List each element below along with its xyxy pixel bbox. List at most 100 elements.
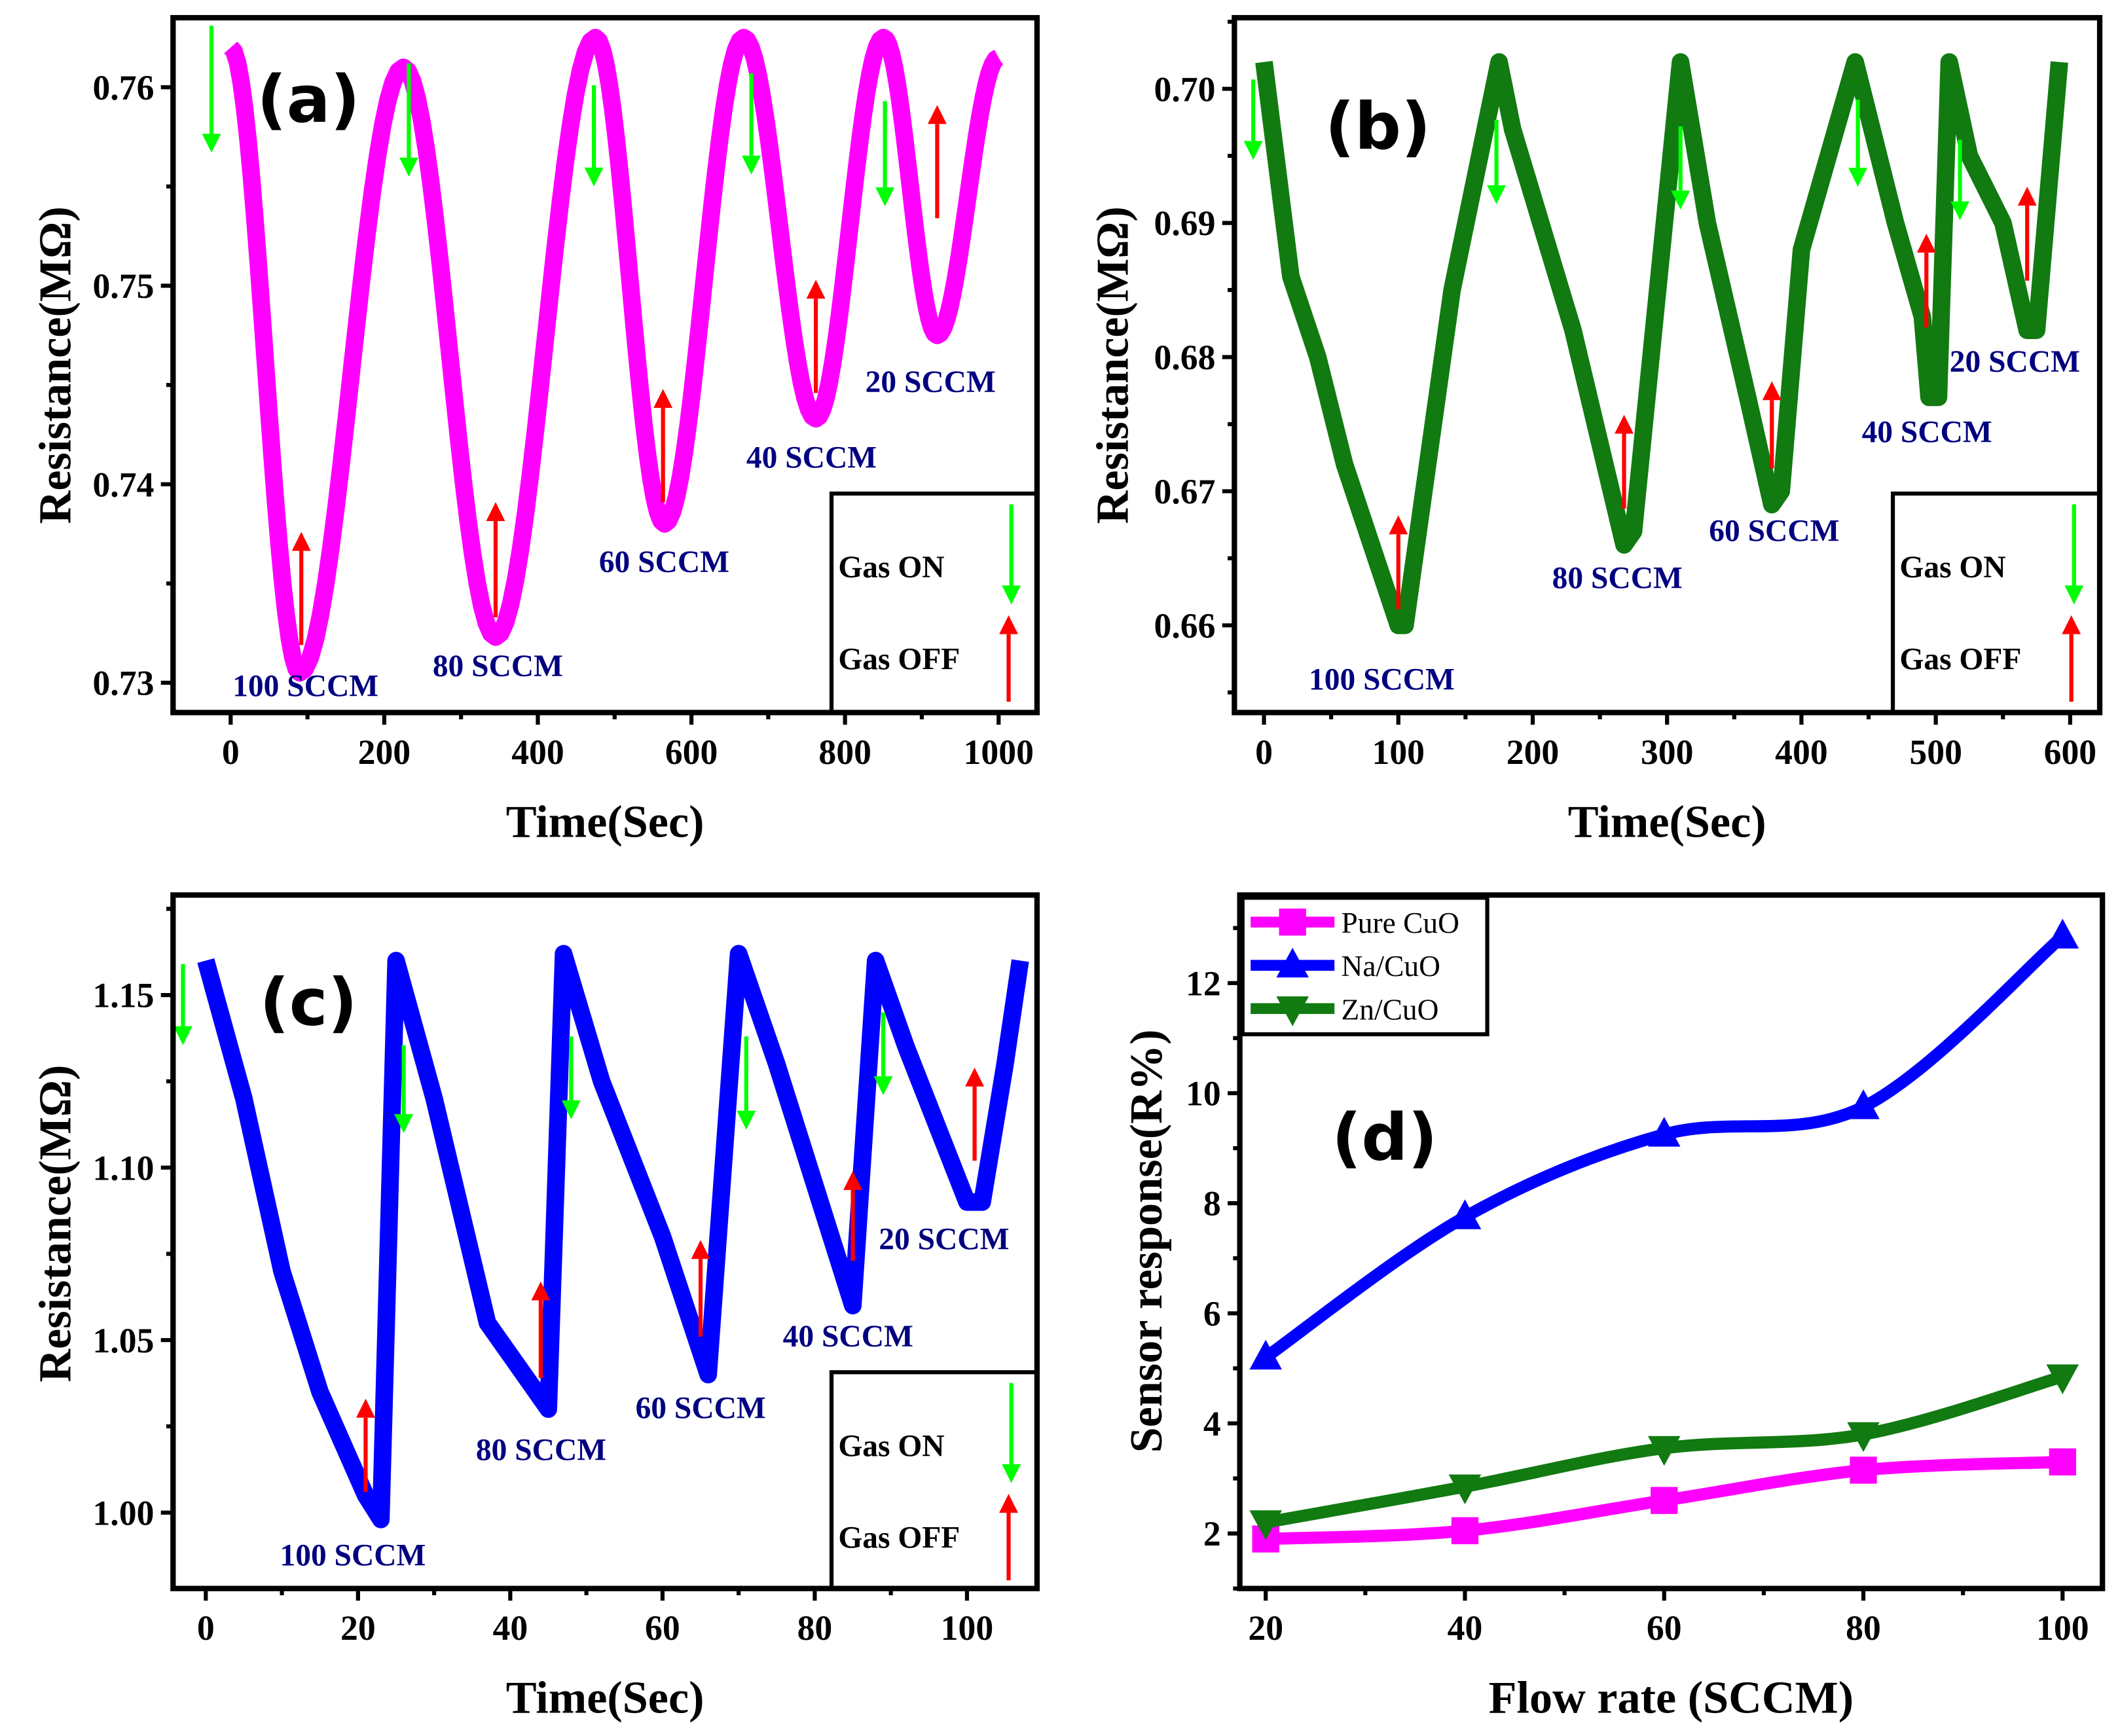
panel-a: 0 200 400 600 800 1000 0.73 0.74 0.75 0.76 Time(Se…	[29, 14, 1040, 848]
gas-on-arrow-head	[1848, 168, 1868, 187]
x-tick-label: 600	[665, 732, 718, 772]
gas-off-arrow-head	[1389, 515, 1408, 535]
x-tick-label: 80	[797, 1608, 833, 1648]
legend-label-pure-cuo: Pure CuO	[1342, 907, 1459, 939]
x-tick-label: 1000	[964, 732, 1034, 772]
x-axis-title: Flow rate (SCCM)	[1489, 1673, 1854, 1724]
panel-label: (d)	[1332, 1100, 1438, 1176]
x-tick-label: 400	[511, 732, 564, 772]
series-line-zn-cuo	[1255, 53, 2068, 634]
legend-gas-off-arrow-head	[999, 1494, 1018, 1513]
gas-on-arrow-head	[1950, 201, 1970, 221]
x-tick-label: 300	[1641, 732, 1694, 772]
y-axis-title: Resistance(MΩ)	[29, 206, 81, 524]
x-tick-label: 60	[645, 1608, 680, 1648]
legend-marker-na-cuo	[1276, 947, 1309, 978]
gas-on-arrow-head	[584, 167, 604, 187]
x-tick-label: 200	[358, 732, 411, 772]
flow-rate-annotation: 40 SCCM	[746, 441, 877, 475]
series-line-pure-cuo	[224, 28, 1004, 682]
panel-c: 0 20 40 60 80 100 1.00 1.05 1.10 1.15 Time(Sec) Res…	[29, 892, 1040, 1724]
y-tick-label: 1.15	[92, 976, 154, 1015]
data-point-na-cuo	[1847, 1089, 1880, 1119]
x-tick-label: 0	[1255, 732, 1273, 772]
plot-frame	[1237, 892, 2106, 1591]
y-tick-label: 1.00	[92, 1493, 154, 1532]
plot-frame	[170, 14, 1040, 715]
y-axis-title: Sensor response(R%)	[1121, 1030, 1172, 1453]
legend-marker-pure-cuo	[1279, 908, 1306, 936]
flow-rate-annotation: 60 SCCM	[599, 545, 729, 579]
legend-gas-on: Gas ON	[838, 1429, 944, 1463]
x-tick-label: 80	[1846, 1608, 1881, 1648]
y-tick-label: 0.75	[92, 266, 154, 306]
data-point-pure-cuo	[2049, 1448, 2076, 1475]
flow-rate-annotation: 100 SCCM	[280, 1539, 426, 1573]
y-axis-title: Resistance(MΩ)	[29, 1065, 81, 1383]
legend-gas-off: Gas OFF	[1899, 642, 2021, 676]
gas-off-arrow-head	[1916, 233, 1936, 253]
gas-off-arrow-head	[486, 502, 505, 521]
legend-gas-off-arrow-head	[2062, 615, 2081, 634]
flow-rate-annotation: 60 SCCM	[1709, 514, 1839, 548]
legend-gas-off: Gas OFF	[838, 1521, 960, 1555]
plot-frame	[170, 892, 1040, 1591]
gas-off-arrow-head	[653, 389, 673, 408]
flow-rate-annotation: 100 SCCM	[1309, 662, 1455, 696]
y-tick-label: 4	[1203, 1404, 1221, 1443]
gas-on-arrow-head	[875, 187, 895, 207]
gas-off-arrow-head	[1615, 414, 1634, 434]
data-point-zn-cuo	[2046, 1364, 2079, 1394]
gas-on-arrow-head	[737, 1110, 756, 1130]
flow-rate-annotation: 80 SCCM	[433, 649, 563, 683]
x-tick-label: 20	[340, 1608, 376, 1648]
y-tick-label: 0.68	[1154, 338, 1216, 377]
legend-marker-zn-cuo	[1276, 996, 1309, 1026]
series-line-na-cuo	[197, 945, 1029, 1528]
gas-off-arrow-head	[531, 1281, 551, 1301]
legend-gas-off: Gas OFF	[838, 642, 960, 676]
legend-gas-on-arrow-head	[1002, 585, 1021, 605]
data-point-zn-cuo	[1249, 1510, 1282, 1540]
panel-d: 20 40 60 80 100 2 4 6 8 10 12 Flow rate (SCCM) Senso…	[1121, 892, 2106, 1724]
y-tick-label: 6	[1203, 1294, 1221, 1333]
gas-off-arrow-head	[2017, 187, 2037, 206]
flow-rate-annotation: 40 SCCM	[783, 1320, 913, 1354]
legend-box	[1890, 491, 2102, 715]
data-point-pure-cuo	[1451, 1517, 1479, 1545]
x-axis-title: Time(Sec)	[506, 1673, 704, 1724]
gas-on-arrow-head	[173, 1026, 192, 1045]
gas-on-arrow-head	[202, 134, 221, 153]
x-tick-label: 40	[1448, 1608, 1483, 1648]
gas-on-arrow-head	[873, 1076, 893, 1095]
x-tick-label: 0	[222, 732, 240, 772]
data-point-na-cuo	[1249, 1339, 1282, 1370]
panel-label: (c)	[259, 966, 357, 1041]
x-tick-label: 20	[1248, 1608, 1283, 1648]
y-tick-label: 8	[1203, 1184, 1221, 1223]
gas-on-arrow-head	[742, 155, 761, 175]
legend-box	[829, 491, 1039, 715]
data-point-na-cuo	[2046, 918, 2079, 949]
flow-rate-annotation: 80 SCCM	[476, 1433, 606, 1467]
legend-gas-on: Gas ON	[838, 551, 944, 585]
x-tick-label: 800	[818, 732, 871, 772]
y-tick-label: 0.67	[1154, 472, 1216, 511]
gas-off-arrow-head	[691, 1240, 710, 1259]
gas-off-arrow-head	[843, 1170, 862, 1190]
flow-rate-annotation: 20 SCCM	[879, 1222, 1009, 1256]
x-tick-label: 100	[2036, 1608, 2089, 1648]
gas-off-arrow-head	[356, 1398, 375, 1418]
y-tick-label: 2	[1203, 1514, 1221, 1553]
gas-on-arrow-head	[1487, 185, 1507, 204]
x-tick-label: 500	[1909, 732, 1962, 772]
data-point-zn-cuo	[1448, 1474, 1482, 1504]
flow-rate-annotation: 100 SCCM	[232, 670, 378, 704]
x-tick-label: 100	[1372, 732, 1425, 772]
legend-gas-on: Gas ON	[1899, 551, 2005, 585]
legend-label-na-cuo: Na/CuO	[1342, 950, 1440, 983]
y-tick-label: 1.05	[92, 1321, 154, 1360]
x-tick-label: 600	[2044, 732, 2097, 772]
x-axis-title: Time(Sec)	[506, 797, 704, 848]
